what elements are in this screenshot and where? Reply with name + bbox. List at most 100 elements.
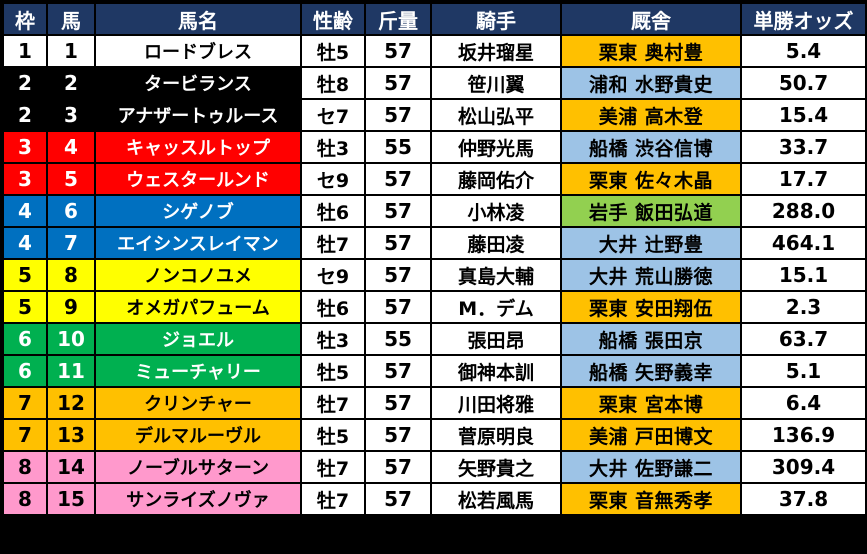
stable-cell: 栗東 宮本博 bbox=[560, 386, 742, 420]
frame-number-cell: 8 bbox=[2, 450, 48, 484]
odds-cell: 37.8 bbox=[740, 482, 867, 516]
sex-age-cell: 牡7 bbox=[300, 386, 366, 420]
header-sexage: 性齢 bbox=[300, 2, 366, 36]
sex-age-cell: セ9 bbox=[300, 162, 366, 196]
table-row: 2 3 アナザートゥルース セ7 57 松山弘平 美浦 高木登 15.4 bbox=[2, 98, 867, 132]
odds-cell: 288.0 bbox=[740, 194, 867, 228]
sex-age-cell: 牡5 bbox=[300, 34, 366, 68]
weight-cell: 55 bbox=[364, 130, 432, 164]
table-row: 7 13 デルマルーヴル 牡5 57 菅原明良 美浦 戸田博文 136.9 bbox=[2, 418, 867, 452]
odds-cell: 50.7 bbox=[740, 66, 867, 100]
table-row: 8 14 ノーブルサターン 牡7 57 矢野貴之 大井 佐野謙二 309.4 bbox=[2, 450, 867, 484]
frame-number-cell: 2 bbox=[2, 98, 48, 132]
horse-name-cell: ノーブルサターン bbox=[94, 450, 302, 484]
horse-number-cell: 4 bbox=[46, 130, 96, 164]
horse-number-cell: 2 bbox=[46, 66, 96, 100]
jockey-cell: 松若風馬 bbox=[430, 482, 562, 516]
frame-number-cell: 5 bbox=[2, 290, 48, 324]
table-row: 3 5 ウェスタールンド セ9 57 藤岡佑介 栗東 佐々木晶 17.7 bbox=[2, 162, 867, 196]
horse-number-cell: 5 bbox=[46, 162, 96, 196]
table-row: 8 15 サンライズノヴァ 牡7 57 松若風馬 栗東 音無秀孝 37.8 bbox=[2, 482, 867, 516]
horse-name-cell: アナザートゥルース bbox=[94, 98, 302, 132]
header-weight: 斤量 bbox=[364, 2, 432, 36]
stable-cell: 栗東 音無秀孝 bbox=[560, 482, 742, 516]
jockey-cell: 小林凌 bbox=[430, 194, 562, 228]
horse-number-cell: 11 bbox=[46, 354, 96, 388]
table-row: 5 9 オメガパフューム 牡6 57 M．デム 栗東 安田翔伍 2.3 bbox=[2, 290, 867, 324]
race-entry-table: 枠 馬 馬名 性齢 斤量 騎手 厩舎 単勝オッズ 1 1 ロードブレス 牡5 57 坂井瑠… bbox=[2, 2, 867, 516]
odds-cell: 464.1 bbox=[740, 226, 867, 260]
jockey-cell: 矢野貴之 bbox=[430, 450, 562, 484]
horse-number-cell: 10 bbox=[46, 322, 96, 356]
horse-name-cell: ミューチャリー bbox=[94, 354, 302, 388]
horse-name-cell: タービランス bbox=[94, 66, 302, 100]
frame-number-cell: 2 bbox=[2, 66, 48, 100]
odds-cell: 15.1 bbox=[740, 258, 867, 292]
stable-cell: 岩手 飯田弘道 bbox=[560, 194, 742, 228]
odds-cell: 5.1 bbox=[740, 354, 867, 388]
horse-name-cell: ウェスタールンド bbox=[94, 162, 302, 196]
frame-number-cell: 8 bbox=[2, 482, 48, 516]
weight-cell: 57 bbox=[364, 482, 432, 516]
frame-number-cell: 1 bbox=[2, 34, 48, 68]
table-row: 6 10 ジョエル 牡3 55 張田昂 船橋 張田京 63.7 bbox=[2, 322, 867, 356]
weight-cell: 57 bbox=[364, 258, 432, 292]
stable-cell: 栗東 佐々木晶 bbox=[560, 162, 742, 196]
frame-number-cell: 7 bbox=[2, 418, 48, 452]
stable-cell: 船橋 張田京 bbox=[560, 322, 742, 356]
jockey-cell: M．デム bbox=[430, 290, 562, 324]
stable-cell: 浦和 水野貴史 bbox=[560, 66, 742, 100]
odds-cell: 136.9 bbox=[740, 418, 867, 452]
horse-name-cell: オメガパフューム bbox=[94, 290, 302, 324]
weight-cell: 57 bbox=[364, 354, 432, 388]
sex-age-cell: 牡3 bbox=[300, 322, 366, 356]
frame-number-cell: 5 bbox=[2, 258, 48, 292]
odds-cell: 5.4 bbox=[740, 34, 867, 68]
stable-cell: 美浦 戸田博文 bbox=[560, 418, 742, 452]
jockey-cell: 藤岡佑介 bbox=[430, 162, 562, 196]
horse-number-cell: 3 bbox=[46, 98, 96, 132]
sex-age-cell: 牡6 bbox=[300, 194, 366, 228]
header-odds: 単勝オッズ bbox=[740, 2, 867, 36]
stable-cell: 船橋 渋谷信博 bbox=[560, 130, 742, 164]
jockey-cell: 菅原明良 bbox=[430, 418, 562, 452]
header-stable: 厩舎 bbox=[560, 2, 742, 36]
table-body: 1 1 ロードブレス 牡5 57 坂井瑠星 栗東 奥村豊 5.4 2 2 タービランス 牡8 57 笹川翼… bbox=[2, 34, 867, 516]
horse-number-cell: 8 bbox=[46, 258, 96, 292]
header-uma: 馬 bbox=[46, 2, 96, 36]
table-row: 3 4 キャッスルトップ 牡3 55 仲野光馬 船橋 渋谷信博 33.7 bbox=[2, 130, 867, 164]
sex-age-cell: 牡8 bbox=[300, 66, 366, 100]
weight-cell: 57 bbox=[364, 162, 432, 196]
odds-cell: 2.3 bbox=[740, 290, 867, 324]
table-row: 4 6 シゲノブ 牡6 57 小林凌 岩手 飯田弘道 288.0 bbox=[2, 194, 867, 228]
stable-cell: 栗東 奥村豊 bbox=[560, 34, 742, 68]
weight-cell: 57 bbox=[364, 418, 432, 452]
horse-name-cell: ノンコノユメ bbox=[94, 258, 302, 292]
odds-cell: 17.7 bbox=[740, 162, 867, 196]
horse-name-cell: サンライズノヴァ bbox=[94, 482, 302, 516]
jockey-cell: 仲野光馬 bbox=[430, 130, 562, 164]
weight-cell: 57 bbox=[364, 34, 432, 68]
horse-name-cell: シゲノブ bbox=[94, 194, 302, 228]
table-row: 2 2 タービランス 牡8 57 笹川翼 浦和 水野貴史 50.7 bbox=[2, 66, 867, 100]
stable-cell: 大井 荒山勝徳 bbox=[560, 258, 742, 292]
header-name: 馬名 bbox=[94, 2, 302, 36]
jockey-cell: 真島大輔 bbox=[430, 258, 562, 292]
horse-name-cell: ジョエル bbox=[94, 322, 302, 356]
odds-cell: 63.7 bbox=[740, 322, 867, 356]
stable-cell: 船橋 矢野義幸 bbox=[560, 354, 742, 388]
horse-number-cell: 7 bbox=[46, 226, 96, 260]
horse-number-cell: 13 bbox=[46, 418, 96, 452]
weight-cell: 57 bbox=[364, 290, 432, 324]
table-header: 枠 馬 馬名 性齢 斤量 騎手 厩舎 単勝オッズ bbox=[2, 2, 867, 36]
horse-name-cell: ロードブレス bbox=[94, 34, 302, 68]
sex-age-cell: 牡7 bbox=[300, 482, 366, 516]
header-jockey: 騎手 bbox=[430, 2, 562, 36]
jockey-cell: 笹川翼 bbox=[430, 66, 562, 100]
horse-number-cell: 1 bbox=[46, 34, 96, 68]
sex-age-cell: 牡5 bbox=[300, 418, 366, 452]
stable-cell: 栗東 安田翔伍 bbox=[560, 290, 742, 324]
jockey-cell: 御神本訓 bbox=[430, 354, 562, 388]
horse-name-cell: キャッスルトップ bbox=[94, 130, 302, 164]
horse-name-cell: クリンチャー bbox=[94, 386, 302, 420]
